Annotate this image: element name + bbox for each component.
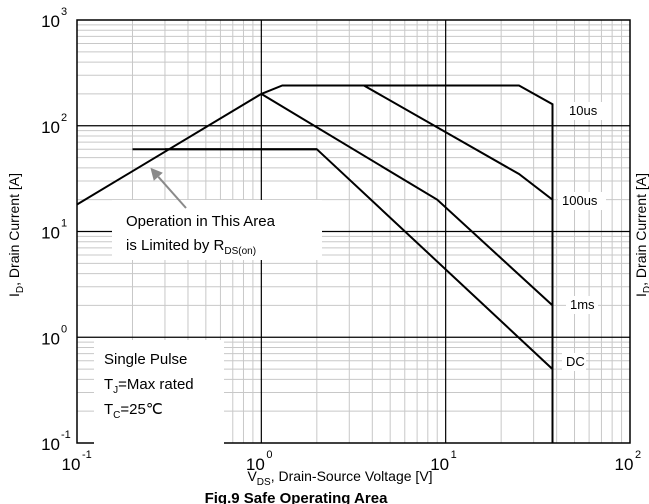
series-line-100us — [363, 84, 554, 443]
conditions-box — [94, 340, 224, 446]
curves — [76, 84, 554, 443]
tj-main: T — [104, 376, 113, 393]
annotation-line-2: is Limited by RDS(on) — [126, 237, 256, 257]
y-axis-label-main: I — [6, 293, 22, 297]
x-tick-exponent: -1 — [82, 449, 92, 461]
x-axis-label-sub: DS — [257, 477, 271, 488]
x-tick-label: 10 — [615, 455, 634, 474]
y-tick-exponent: -1 — [61, 429, 71, 441]
y-tick-label: 10 — [41, 12, 60, 31]
x-tick-exponent: 0 — [266, 449, 272, 461]
right-y-axis-label-sub: D — [642, 286, 649, 293]
tj-sub: J — [113, 385, 118, 396]
x-axis-label: VDS, Drain-Source Voltage [V] — [247, 468, 432, 488]
series-label-bg-100us — [558, 192, 606, 210]
tj-rest: =Max rated — [118, 376, 193, 393]
y-tick-exponent: 0 — [61, 323, 67, 335]
figure-caption: Fig.9 Safe Operating Area — [205, 490, 388, 504]
y-tick-label: 10 — [41, 435, 60, 454]
y-tick-label: 10 — [41, 329, 60, 348]
right-y-axis-label-rest: , Drain Current [A] — [633, 173, 649, 286]
right-y-axis-label: ID, Drain Current [A] — [633, 173, 649, 297]
x-axis-label-rest: , Drain-Source Voltage [V] — [271, 468, 433, 484]
right-y-axis-label-main: I — [633, 293, 649, 297]
x-tick-label: 10 — [430, 455, 449, 474]
y-tick-exponent: 3 — [61, 6, 67, 18]
y-axis-label-rest: , Drain Current [A] — [6, 173, 22, 286]
conditions-line-2: TJ=Max rated — [104, 376, 194, 396]
y-tick-label: 10 — [41, 224, 60, 243]
y-axis-label: ID, Drain Current [A] — [6, 173, 26, 297]
tc-rest: =25℃ — [120, 401, 162, 418]
series-label-bg-10us — [565, 102, 605, 120]
x-tick-exponent: 1 — [451, 449, 457, 461]
tc-main: T — [104, 401, 113, 418]
tick-labels: 10 -1 10 0 10 1 10 210 -110 010 110 210 3 — [41, 6, 641, 474]
series-label-1ms: 1ms — [570, 297, 595, 312]
annotation-line-2-prefix: is Limited by R — [126, 237, 225, 254]
series-label-100us: 100us — [562, 193, 598, 208]
y-tick-exponent: 2 — [61, 112, 67, 124]
x-axis-label-main: V — [247, 468, 257, 484]
annotation-arrow — [157, 176, 187, 209]
annotation-box — [112, 200, 322, 260]
y-axis-label-sub: D — [15, 286, 26, 293]
series-label-bg-1ms — [566, 296, 598, 314]
y-tick-label: 10 — [41, 118, 60, 137]
y-tick-exponent: 1 — [61, 218, 67, 230]
annotation-arrow-head — [150, 167, 163, 181]
conditions-line-1: Single Pulse — [104, 351, 187, 368]
x-tick-exponent: 2 — [635, 449, 641, 461]
annotation-line-1: Operation in This Area — [126, 213, 276, 230]
conditions-line-3: TC=25℃ — [104, 401, 163, 421]
series-line-DC — [164, 148, 554, 370]
x-tick-label: 10 — [246, 455, 265, 474]
plot-frame — [76, 19, 631, 444]
annotation-line-2-sub: DS(on) — [224, 246, 256, 257]
series-label-10us: 10us — [569, 103, 598, 118]
x-tick-label: 10 — [62, 455, 81, 474]
series-label-bg-DC — [562, 353, 586, 371]
curve-labels: 10us 100us 1ms DC — [558, 102, 606, 371]
tc-sub: C — [113, 410, 120, 421]
series-label-DC: DC — [566, 354, 585, 369]
series-line-1ms — [260, 93, 554, 307]
